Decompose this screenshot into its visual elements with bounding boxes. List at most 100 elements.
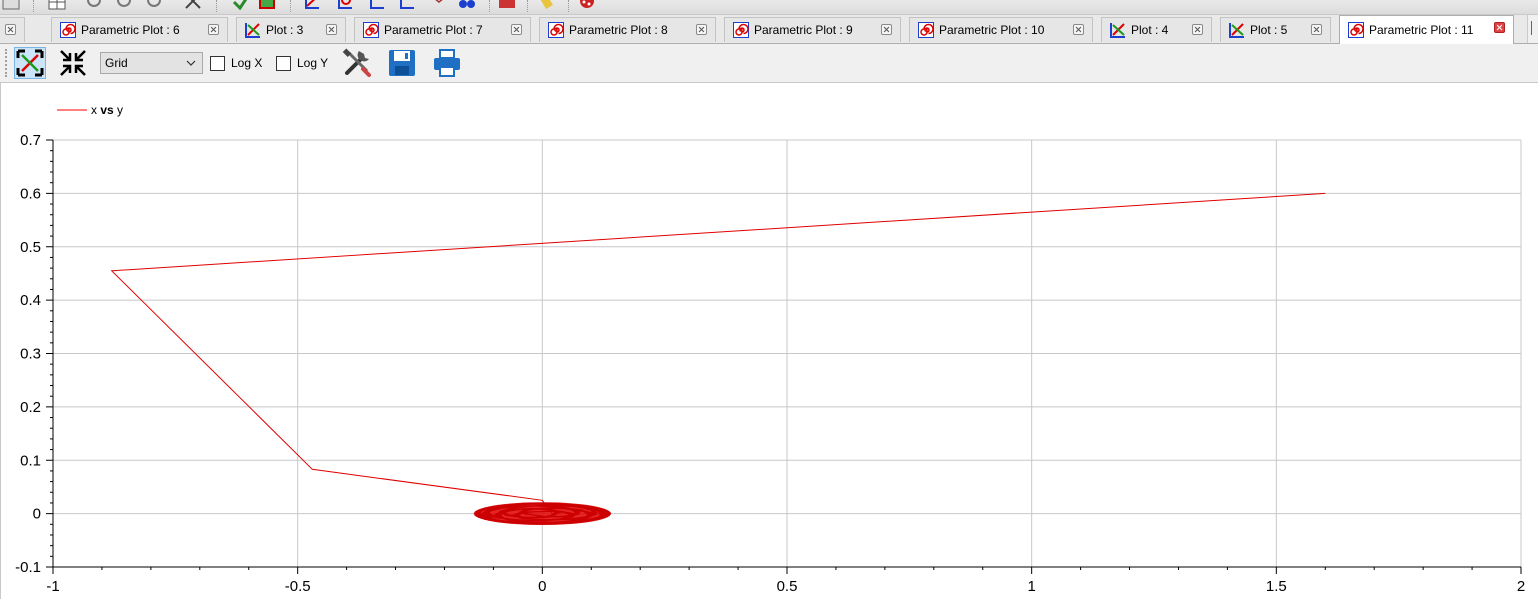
parametric-spiral-icon — [733, 22, 749, 38]
tab-label: Plot : 4 — [1131, 23, 1169, 37]
x-tick-label: 1 — [1027, 578, 1035, 595]
setup-button[interactable] — [341, 47, 373, 79]
animation-icon[interactable] — [430, 0, 448, 10]
x-tick-label: 0 — [538, 578, 546, 595]
parametric-spiral-icon — [1348, 22, 1364, 38]
toolbar-separator — [33, 0, 35, 12]
fit-icon[interactable] — [184, 0, 202, 10]
save-icon — [389, 50, 415, 76]
fit-in-view-button[interactable] — [14, 47, 46, 79]
y-tick-label: 0.3 — [20, 346, 41, 363]
close-tab-icon[interactable] — [696, 24, 707, 35]
log-x-label: Log X — [231, 56, 263, 70]
tab-parametric-plot-10[interactable]: Parametric Plot : 10 — [909, 17, 1093, 42]
debug-icon[interactable] — [578, 0, 596, 10]
print-icon — [434, 49, 460, 77]
parametric-spiral-icon — [363, 22, 379, 38]
fit-in-view-icon — [16, 49, 44, 77]
tab-label: Plot : 5 — [1250, 23, 1288, 37]
x-tick-label: -1 — [46, 578, 59, 595]
plot-canvas[interactable]: x vs y -0.1 0 0.1 0.2 0.3 0.4 0.5 0.6 0.7 -1 -0.5 0… — [1, 83, 1538, 599]
y-tick-label: -0.1 — [15, 559, 41, 576]
log-y-label: Log Y — [297, 56, 329, 70]
simulate-icon[interactable] — [258, 0, 276, 10]
close-tab-icon[interactable] — [1192, 24, 1203, 35]
tab-plot-5[interactable]: Plot : 5 — [1220, 17, 1331, 42]
array-plot-icon[interactable] — [368, 0, 386, 10]
tab-label: Parametric Plot : 7 — [384, 23, 483, 37]
tab-parametric-plot-6[interactable]: Parametric Plot : 6 — [51, 17, 228, 42]
y-tick-label: 0.6 — [20, 185, 41, 202]
tab-parametric-plot-11[interactable]: Parametric Plot : 11 — [1339, 15, 1514, 44]
tab-label: Parametric Plot : 8 — [569, 23, 668, 37]
tab-partial[interactable] — [0, 17, 25, 42]
close-tab-icon[interactable] — [326, 24, 337, 35]
xy-plot-icon — [1110, 23, 1125, 38]
print-button[interactable] — [431, 47, 463, 79]
tab-plot-3[interactable]: Plot : 3 — [236, 17, 346, 42]
tab-plot-4[interactable]: Plot : 4 — [1101, 17, 1212, 42]
y-tick-label: 0.1 — [20, 452, 41, 469]
tab-parametric-plot-8[interactable]: Parametric Plot : 8 — [539, 17, 716, 42]
legend: x vs y — [57, 103, 123, 117]
close-tab-icon[interactable] — [881, 24, 892, 35]
save-button[interactable] — [386, 47, 418, 79]
autoscale-icon — [60, 50, 86, 76]
toolbar-separator — [568, 0, 570, 12]
close-tab-icon[interactable] — [1311, 24, 1322, 35]
parametric-spiral-icon — [548, 22, 564, 38]
clear-icon[interactable] — [538, 0, 556, 10]
log-x-checkbox[interactable] — [210, 56, 225, 71]
diagram-icon[interactable] — [458, 0, 476, 10]
setup-tools-icon — [342, 48, 371, 77]
x-tick-label: -0.5 — [285, 578, 311, 595]
check-icon[interactable] — [232, 0, 250, 10]
parametric-spiral-icon — [60, 22, 76, 38]
legend-vs: vs — [100, 103, 114, 117]
legend-suffix: y — [114, 103, 123, 117]
close-tab-icon[interactable] — [1073, 24, 1084, 35]
plot-area[interactable]: x vs y -0.1 0 0.1 0.2 0.3 0.4 0.5 0.6 0.7 -1 -0.5 0… — [0, 83, 1538, 599]
zoom-out-icon[interactable] — [146, 0, 164, 10]
toolbar-separator — [527, 0, 529, 12]
tab-label: Parametric Plot : 9 — [754, 23, 853, 37]
tab-scroll-button[interactable] — [1527, 15, 1538, 43]
tab-label: Plot : 3 — [266, 23, 304, 37]
parametric-spiral-icon — [918, 22, 934, 38]
legend-prefix: x — [91, 103, 100, 117]
table-icon[interactable] — [48, 0, 66, 10]
x-tick-label: 1.5 — [1266, 578, 1287, 595]
chevron-down-icon — [186, 60, 196, 66]
y-tick-label: 0.4 — [20, 292, 41, 309]
toolbar-separator — [216, 0, 218, 12]
plot-tab-bar: Parametric Plot : 6 Plot : 3 Parametric … — [0, 15, 1538, 44]
plot-icon[interactable] — [303, 0, 321, 10]
curve-x-vs-y — [110, 192, 1326, 526]
tab-label: Parametric Plot : 11 — [1369, 23, 1474, 37]
close-tab-icon[interactable] — [208, 24, 219, 35]
close-tab-icon[interactable] — [1494, 22, 1505, 33]
window-icon[interactable] — [2, 0, 20, 10]
y-tick-label: 0.2 — [20, 399, 41, 416]
tab-label: Parametric Plot : 10 — [939, 23, 1045, 37]
xy-plot-icon — [245, 23, 260, 38]
array-parametric-plot-icon[interactable] — [398, 0, 416, 10]
close-tab-icon[interactable] — [511, 24, 522, 35]
zoom-in-icon[interactable] — [116, 0, 134, 10]
tab-parametric-plot-7[interactable]: Parametric Plot : 7 — [354, 17, 531, 42]
dense-region-trace — [473, 502, 612, 525]
grid-lines — [52, 139, 1522, 568]
parametric-plot-icon[interactable] — [336, 0, 354, 10]
close-tab-icon[interactable] — [5, 24, 16, 35]
y-tick-label: 0 — [33, 506, 41, 523]
grid-select[interactable]: Grid — [100, 52, 203, 74]
log-y-checkbox[interactable] — [276, 56, 291, 71]
toolbar-grip[interactable] — [5, 49, 10, 77]
grid-select-value: Grid — [105, 56, 128, 70]
export-icon[interactable] — [498, 0, 516, 10]
y-tick-label: 0.5 — [20, 239, 41, 256]
x-tick-label: 0.5 — [777, 578, 798, 595]
autoscale-button[interactable] — [57, 47, 89, 79]
zoom-icon[interactable] — [86, 0, 104, 10]
tab-parametric-plot-9[interactable]: Parametric Plot : 9 — [724, 17, 901, 42]
